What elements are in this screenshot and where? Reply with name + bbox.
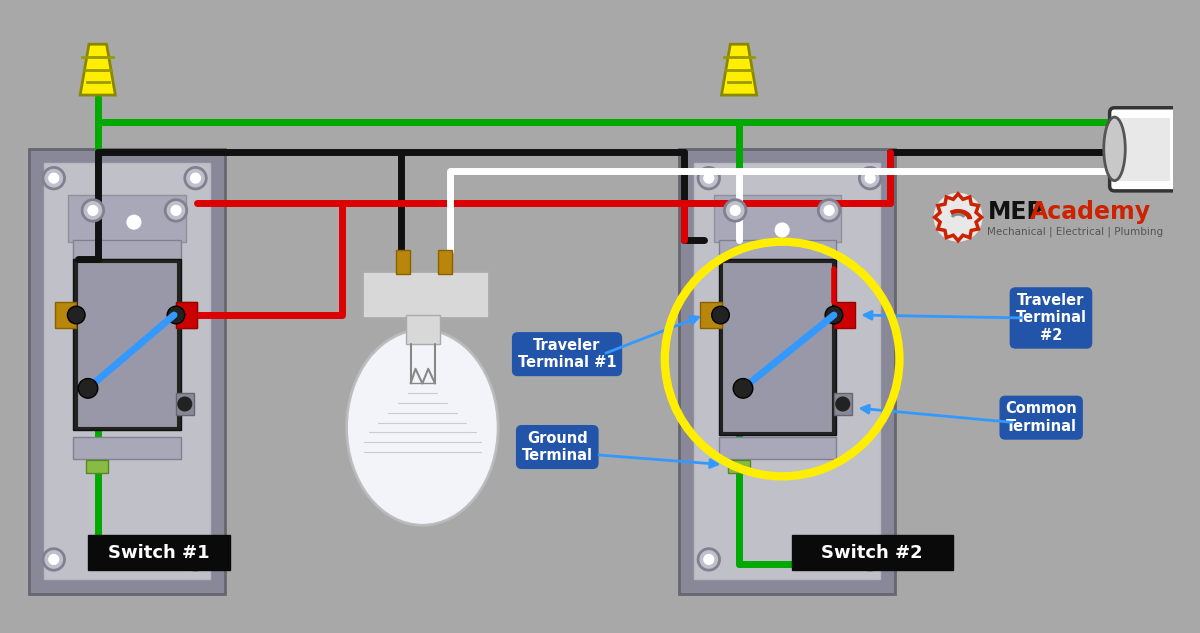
FancyBboxPatch shape xyxy=(724,263,830,431)
FancyBboxPatch shape xyxy=(73,240,181,260)
Circle shape xyxy=(704,555,714,565)
Ellipse shape xyxy=(347,330,498,525)
FancyBboxPatch shape xyxy=(719,240,836,260)
Circle shape xyxy=(88,206,97,215)
Circle shape xyxy=(836,397,850,411)
FancyBboxPatch shape xyxy=(73,260,181,430)
FancyBboxPatch shape xyxy=(694,163,880,579)
Circle shape xyxy=(191,173,200,183)
Circle shape xyxy=(712,306,730,324)
Text: Switch #2: Switch #2 xyxy=(821,544,923,561)
Polygon shape xyxy=(80,44,115,95)
FancyBboxPatch shape xyxy=(361,271,488,318)
Circle shape xyxy=(826,306,842,324)
Circle shape xyxy=(43,549,65,570)
Circle shape xyxy=(775,223,788,237)
Circle shape xyxy=(934,193,983,242)
FancyBboxPatch shape xyxy=(29,149,224,594)
FancyBboxPatch shape xyxy=(44,163,210,579)
FancyBboxPatch shape xyxy=(396,249,409,274)
Text: MEP: MEP xyxy=(988,201,1044,224)
FancyBboxPatch shape xyxy=(719,437,836,459)
Circle shape xyxy=(824,206,834,215)
FancyBboxPatch shape xyxy=(86,460,108,473)
Circle shape xyxy=(67,306,85,324)
Circle shape xyxy=(127,215,140,229)
Circle shape xyxy=(82,199,103,221)
FancyBboxPatch shape xyxy=(55,303,77,328)
Circle shape xyxy=(185,549,206,570)
FancyBboxPatch shape xyxy=(728,460,750,473)
Circle shape xyxy=(185,167,206,189)
Circle shape xyxy=(818,199,840,221)
Circle shape xyxy=(166,199,187,221)
Circle shape xyxy=(731,206,740,215)
Circle shape xyxy=(49,555,59,565)
FancyBboxPatch shape xyxy=(78,263,176,427)
Circle shape xyxy=(859,549,881,570)
FancyBboxPatch shape xyxy=(176,303,198,328)
FancyBboxPatch shape xyxy=(176,393,193,415)
Text: Common
Terminal: Common Terminal xyxy=(1006,401,1078,434)
Circle shape xyxy=(859,167,881,189)
FancyBboxPatch shape xyxy=(68,195,186,242)
Circle shape xyxy=(698,167,720,189)
Circle shape xyxy=(698,549,720,570)
FancyBboxPatch shape xyxy=(176,303,198,328)
Circle shape xyxy=(733,379,752,398)
Polygon shape xyxy=(721,44,757,95)
Text: Traveler
Terminal #1: Traveler Terminal #1 xyxy=(517,338,617,370)
Circle shape xyxy=(865,173,875,183)
FancyBboxPatch shape xyxy=(1116,118,1170,181)
FancyBboxPatch shape xyxy=(714,195,841,242)
Circle shape xyxy=(178,397,192,411)
Circle shape xyxy=(704,173,714,183)
Circle shape xyxy=(78,379,97,398)
Text: Ground
Terminal: Ground Terminal xyxy=(522,431,593,463)
FancyBboxPatch shape xyxy=(719,260,836,436)
Text: Academy: Academy xyxy=(1030,201,1151,224)
Text: Mechanical | Electrical | Plumbing: Mechanical | Electrical | Plumbing xyxy=(988,227,1164,237)
FancyBboxPatch shape xyxy=(700,303,721,328)
FancyBboxPatch shape xyxy=(1110,108,1178,191)
FancyBboxPatch shape xyxy=(834,303,856,328)
Circle shape xyxy=(43,167,65,189)
Circle shape xyxy=(172,206,181,215)
Text: Switch #1: Switch #1 xyxy=(108,544,209,561)
FancyBboxPatch shape xyxy=(88,535,229,570)
FancyBboxPatch shape xyxy=(438,249,451,274)
Circle shape xyxy=(167,306,185,324)
Circle shape xyxy=(191,555,200,565)
FancyBboxPatch shape xyxy=(679,149,894,594)
Circle shape xyxy=(49,173,59,183)
FancyBboxPatch shape xyxy=(834,393,852,415)
Ellipse shape xyxy=(1104,117,1126,180)
Circle shape xyxy=(865,555,875,565)
Circle shape xyxy=(725,199,746,221)
FancyBboxPatch shape xyxy=(792,535,953,570)
FancyBboxPatch shape xyxy=(73,437,181,459)
Text: Traveler
Terminal
#2: Traveler Terminal #2 xyxy=(1015,293,1086,343)
FancyBboxPatch shape xyxy=(406,315,440,344)
